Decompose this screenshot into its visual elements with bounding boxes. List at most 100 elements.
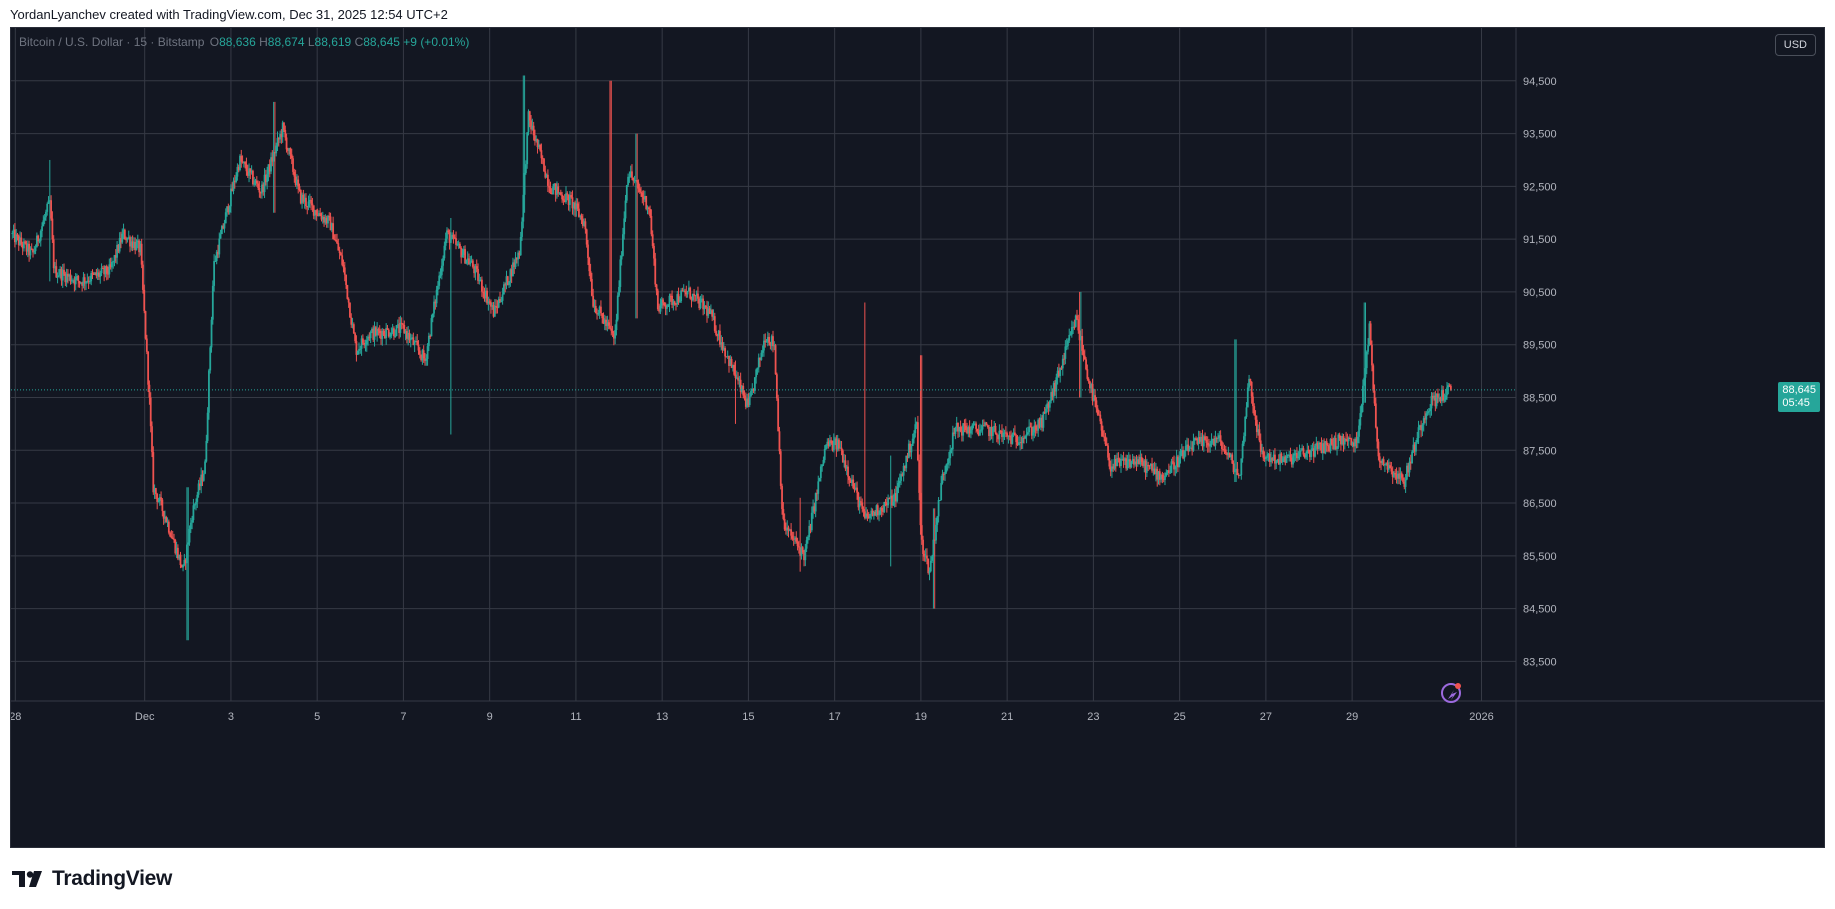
- candle: [871, 508, 874, 517]
- candle: [330, 222, 333, 233]
- candle: [306, 205, 309, 215]
- candle-body: [42, 220, 45, 227]
- candle: [107, 266, 109, 280]
- candle: [275, 142, 278, 157]
- candle-body: [501, 294, 504, 301]
- candle: [1393, 470, 1395, 479]
- candle: [746, 393, 749, 408]
- candle: [656, 288, 659, 311]
- candle: [122, 223, 125, 240]
- candle-body: [205, 440, 208, 462]
- candle: [1200, 432, 1203, 447]
- candle: [995, 432, 998, 443]
- candle: [596, 308, 598, 320]
- candle-body: [1205, 439, 1208, 443]
- currency-button[interactable]: USD: [1774, 34, 1816, 56]
- candle: [1195, 436, 1197, 441]
- candle: [672, 299, 675, 311]
- candle-body: [1046, 403, 1049, 409]
- candle-body: [154, 488, 157, 495]
- candle-body: [590, 278, 593, 296]
- candle-body: [629, 171, 632, 177]
- candle: [1219, 430, 1222, 446]
- candle-body: [958, 427, 961, 432]
- candle-body: [541, 158, 544, 160]
- candle-body: [1144, 460, 1147, 473]
- candle: [152, 446, 155, 495]
- candle: [773, 341, 776, 351]
- candle-body: [618, 286, 620, 296]
- candle-body: [1085, 359, 1087, 370]
- candle-body: [285, 137, 288, 150]
- candle: [1364, 302, 1367, 403]
- candle-body: [1214, 437, 1217, 446]
- candle-body: [456, 244, 459, 246]
- candle-body: [440, 265, 443, 276]
- candle: [135, 239, 138, 251]
- candle-body: [1429, 408, 1432, 412]
- candle: [270, 152, 272, 175]
- candle-body: [861, 502, 864, 509]
- candle-body: [69, 274, 72, 282]
- candle: [175, 541, 178, 559]
- candle-body: [333, 239, 336, 241]
- price-tick-label: 85,500: [1523, 551, 1557, 563]
- time-tick-label: 23: [1087, 711, 1099, 723]
- candle-body: [1327, 445, 1329, 447]
- candle-body: [821, 464, 824, 467]
- chart-frame[interactable]: 83,500 84,500 85,500 86,500 87,500 88,500 89,5…: [10, 27, 1825, 848]
- candle: [200, 467, 203, 494]
- candle-body: [982, 425, 985, 427]
- candle: [887, 494, 890, 508]
- candle-body: [763, 340, 765, 351]
- candle-body: [65, 273, 68, 283]
- candle-body: [773, 345, 776, 347]
- candle-body: [387, 329, 390, 337]
- candle-body: [640, 191, 642, 193]
- candle: [1417, 420, 1420, 445]
- candle-body: [1130, 461, 1133, 468]
- candlestick-chart[interactable]: 83,50084,50085,50086,50087,50088,50089,5…: [11, 28, 1825, 848]
- candle: [95, 268, 98, 279]
- candle: [352, 322, 355, 334]
- candle-body: [127, 237, 130, 239]
- candle-body: [889, 495, 892, 499]
- candle: [1008, 431, 1011, 441]
- candle-body: [1333, 437, 1336, 450]
- candle: [612, 330, 615, 346]
- candle: [843, 454, 846, 468]
- candle: [898, 473, 901, 488]
- candle: [960, 425, 963, 442]
- candle-body: [1308, 450, 1311, 458]
- candle: [910, 444, 913, 460]
- candle-body: [1079, 336, 1082, 341]
- candle-body: [1299, 450, 1302, 452]
- candle-body: [170, 536, 173, 538]
- candle: [1001, 424, 1003, 443]
- candle: [50, 195, 53, 221]
- candle-body: [1171, 461, 1174, 463]
- candle-body: [403, 325, 406, 334]
- candle-body: [1342, 436, 1345, 445]
- candle-body: [299, 189, 302, 204]
- candle-body: [641, 192, 644, 197]
- candle: [514, 252, 517, 270]
- candle-body: [460, 247, 463, 258]
- candle: [629, 165, 632, 178]
- candle: [293, 168, 296, 183]
- candle-body: [233, 180, 236, 182]
- candle-body: [1264, 456, 1267, 460]
- candle-body: [539, 144, 542, 151]
- candle: [779, 449, 782, 490]
- candle-body: [218, 238, 221, 255]
- candle-body: [381, 331, 384, 339]
- candle-body: [1210, 439, 1213, 444]
- candle-body: [1435, 393, 1438, 407]
- ai-sparkle-icon[interactable]: [1441, 683, 1461, 703]
- candle: [482, 286, 485, 299]
- candle: [1152, 463, 1155, 476]
- candle-body: [136, 240, 139, 243]
- candle-body: [37, 235, 40, 242]
- price-axis: 83,50084,50085,50086,50087,50088,50089,5…: [1523, 76, 1557, 669]
- candle: [691, 293, 694, 302]
